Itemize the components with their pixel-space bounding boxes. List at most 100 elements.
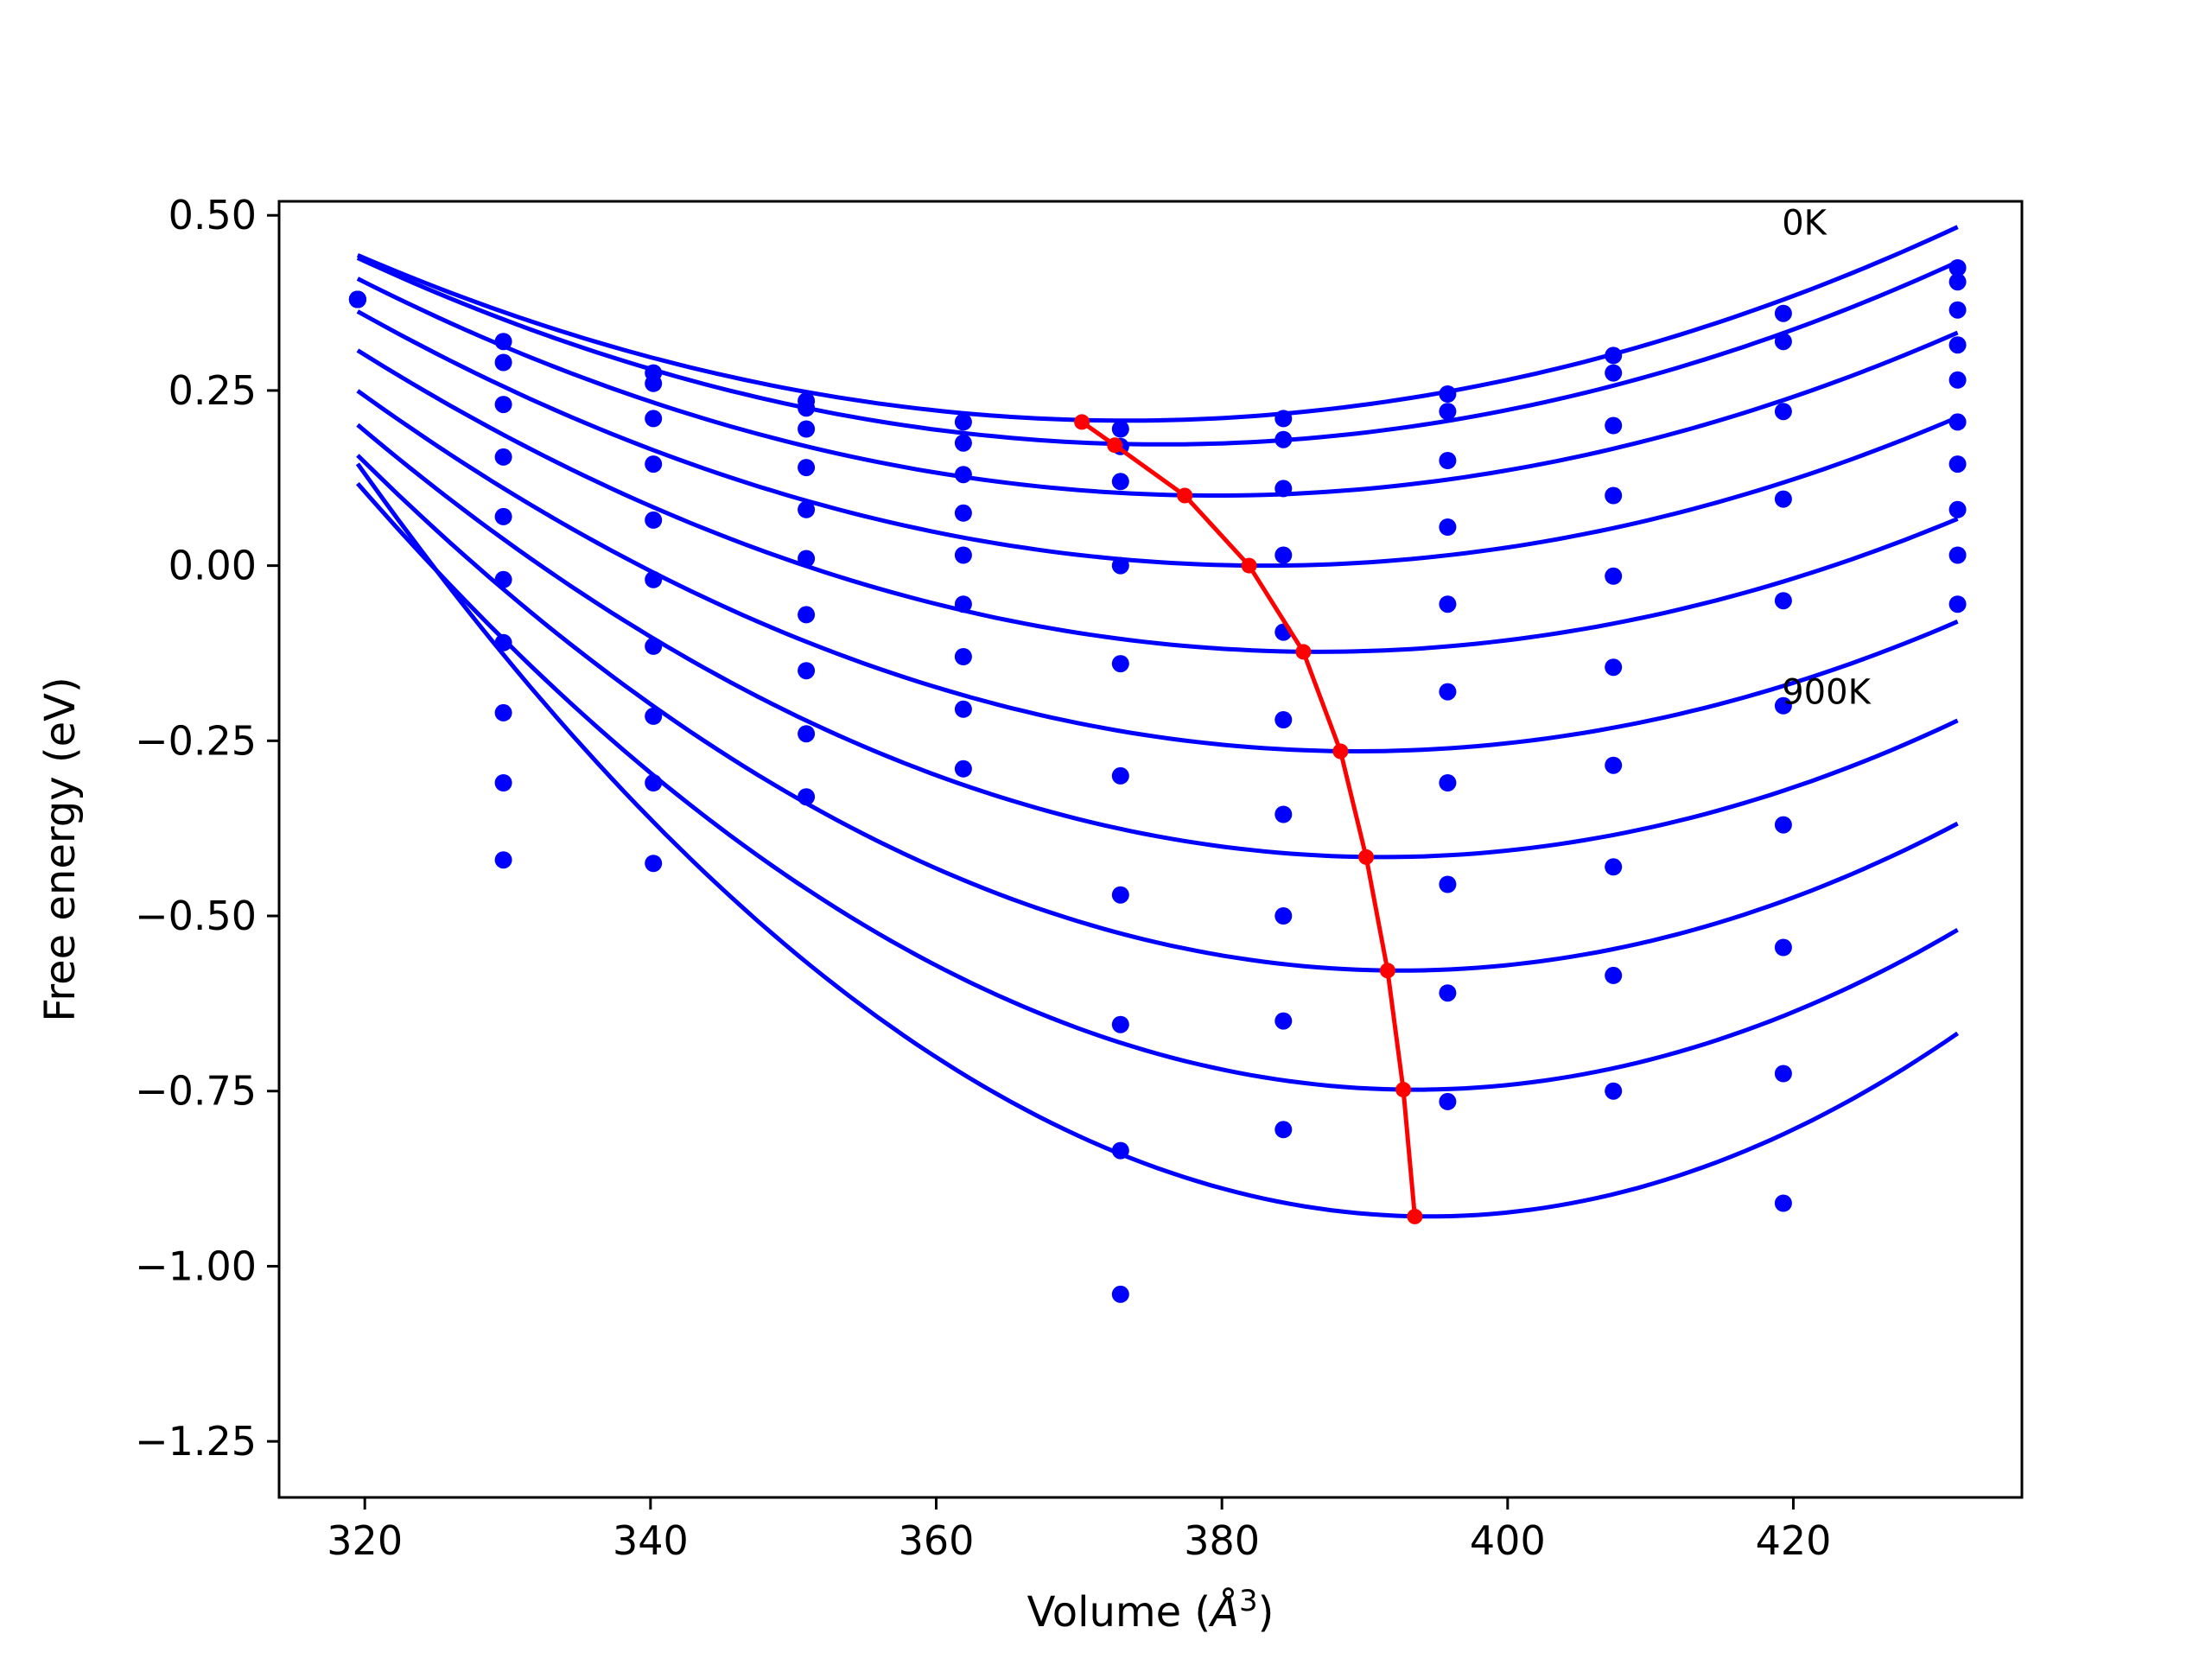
data-point-s9-5 xyxy=(954,760,972,778)
data-point-s10-6 xyxy=(1111,1285,1129,1303)
data-point-s1-8 xyxy=(1439,385,1457,403)
data-point-s2-7 xyxy=(1274,430,1293,448)
data-point-s5-8 xyxy=(1439,595,1457,613)
minimum-point-2 xyxy=(1107,437,1123,454)
data-point-s4-10 xyxy=(1774,490,1792,508)
data-point-s10-4 xyxy=(798,788,816,806)
y-tick-label: −0.50 xyxy=(135,893,257,939)
minimum-point-1 xyxy=(1074,414,1090,430)
data-point-s9-6 xyxy=(1111,1141,1129,1160)
data-point-s3-6 xyxy=(1111,473,1129,491)
data-point-s4-3 xyxy=(645,455,663,474)
fit-curve-10 xyxy=(355,462,1960,1219)
data-point-s2-10 xyxy=(1774,333,1792,351)
minimum-point-8 xyxy=(1379,963,1395,979)
data-point-s4-7 xyxy=(1274,546,1293,564)
fit-curve-3 xyxy=(356,276,1959,498)
minimum-point-3 xyxy=(1177,487,1193,504)
data-point-s10-7 xyxy=(1274,1121,1293,1139)
x-axis-title-text: Volume xyxy=(1027,1588,1182,1637)
data-point-s2-11 xyxy=(1948,273,1967,291)
data-point-s2-5 xyxy=(954,434,972,452)
plot-frame xyxy=(277,200,2024,1499)
data-point-s9-3 xyxy=(645,774,663,791)
data-point-s3-3 xyxy=(645,410,663,428)
fit-curve-7 xyxy=(356,423,1959,860)
fit-curve-8 xyxy=(356,454,1959,973)
fit-curve-2 xyxy=(356,256,1959,447)
data-points xyxy=(348,259,1967,1303)
data-point-s6-8 xyxy=(1439,683,1457,701)
data-point-s10-10 xyxy=(1774,1194,1792,1212)
data-point-s6-7 xyxy=(1274,711,1293,728)
data-point-s8-4 xyxy=(798,662,816,680)
data-point-s6-5 xyxy=(954,595,972,613)
data-point-s2-2 xyxy=(494,353,512,372)
data-point-s2-9 xyxy=(1605,364,1623,382)
data-point-s7-8 xyxy=(1439,774,1457,791)
data-point-s10-1 xyxy=(348,290,366,308)
y-tick-label: −0.75 xyxy=(135,1068,257,1115)
fit-curve-6 xyxy=(356,389,1959,754)
data-point-s9-4 xyxy=(798,725,816,743)
minima-line xyxy=(1074,414,1423,1224)
x-axis-title: Volume (Å3) xyxy=(1027,1584,1274,1637)
y-tick-label: −1.25 xyxy=(135,1418,257,1465)
data-point-s6-6 xyxy=(1111,766,1129,785)
data-point-s10-3 xyxy=(645,855,663,873)
data-point-s1-10 xyxy=(1774,304,1792,322)
data-point-s6-10 xyxy=(1774,696,1792,715)
minimum-point-7 xyxy=(1358,849,1375,865)
minimum-point-9 xyxy=(1395,1082,1412,1098)
data-point-s1-11 xyxy=(1948,259,1967,276)
data-point-s5-11 xyxy=(1948,371,1967,389)
data-point-s8-10 xyxy=(1774,938,1792,957)
data-point-s5-3 xyxy=(645,511,663,529)
data-point-s5-10 xyxy=(1774,592,1792,610)
data-point-s10-11 xyxy=(1948,595,1967,613)
data-point-s1-6 xyxy=(1111,420,1129,438)
y-tick-label: 0.25 xyxy=(168,367,257,414)
data-point-s1-7 xyxy=(1274,410,1293,428)
x-tick-label: 360 xyxy=(899,1517,975,1564)
data-point-s7-9 xyxy=(1605,756,1623,774)
data-point-s8-5 xyxy=(954,700,972,718)
data-point-s5-6 xyxy=(1111,655,1129,673)
x-tick-label: 400 xyxy=(1470,1517,1546,1564)
data-point-s4-4 xyxy=(798,459,816,477)
data-point-s2-8 xyxy=(1439,403,1457,421)
data-point-s3-7 xyxy=(1274,480,1293,498)
y-tick-label: −1.00 xyxy=(135,1243,257,1289)
minimum-point-5 xyxy=(1295,644,1312,660)
minima-connector xyxy=(1080,420,1417,1217)
annotation-2: 900K xyxy=(1782,673,1872,713)
y-tick-label: 0.00 xyxy=(168,543,257,589)
data-point-s7-11 xyxy=(1948,455,1967,474)
data-point-s7-5 xyxy=(954,648,972,665)
data-point-s9-10 xyxy=(1774,1065,1792,1083)
data-point-s9-2 xyxy=(494,774,512,791)
fit-curve-4 xyxy=(356,309,1959,569)
y-axis-ticks: 0.50 0.25 0.00 −0.25 −0.50 −0.75 −1.00 −1.25 xyxy=(135,192,279,1465)
x-axis-unit: Å xyxy=(1208,1587,1239,1637)
data-point-s8-2 xyxy=(494,703,512,721)
data-point-s7-4 xyxy=(798,606,816,624)
data-point-s6-11 xyxy=(1948,413,1967,431)
data-point-s9-7 xyxy=(1274,1012,1293,1030)
data-point-s3-4 xyxy=(798,420,816,438)
x-tick-label: 420 xyxy=(1756,1517,1832,1564)
data-point-s5-5 xyxy=(954,546,972,564)
x-axis-ticks: 320 340 360 380 400 420 xyxy=(327,1497,1831,1564)
x-tick-label: 380 xyxy=(1184,1517,1260,1564)
data-point-s10-8 xyxy=(1439,1092,1457,1110)
data-point-s2-3 xyxy=(645,374,663,392)
data-point-s1-2 xyxy=(494,333,512,351)
data-point-s8-9 xyxy=(1605,858,1623,876)
y-axis-title: Free energy (eV) xyxy=(36,677,85,1021)
data-point-s8-6 xyxy=(1111,1015,1129,1033)
minimum-point-6 xyxy=(1332,743,1349,760)
y-tick-label: −0.25 xyxy=(135,717,257,764)
x-tick-label: 320 xyxy=(327,1517,403,1564)
data-point-s3-2 xyxy=(494,396,512,414)
